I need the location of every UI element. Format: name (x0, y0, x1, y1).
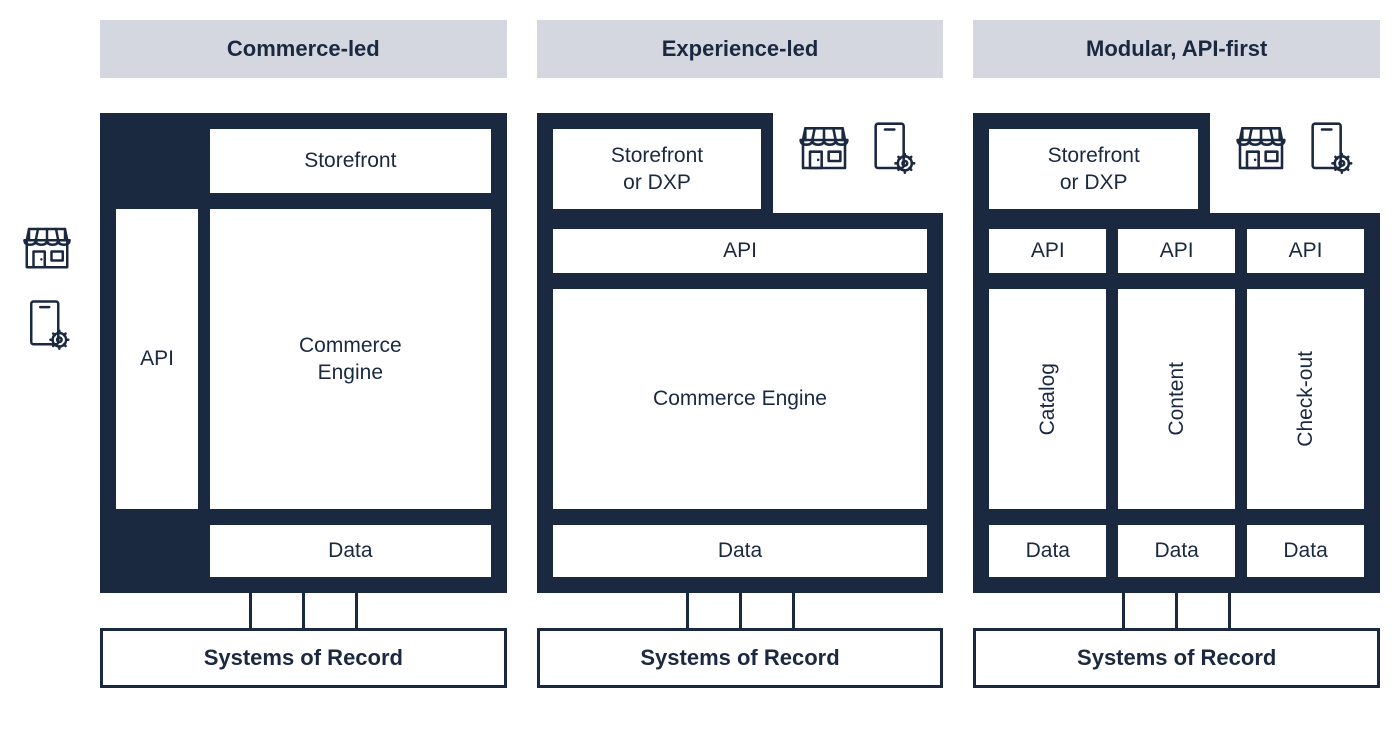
store-icon (20, 220, 80, 279)
column-experience-led: Experience-led Storefront or DXP (537, 20, 944, 688)
external-channels-icons (1210, 113, 1380, 213)
api-module: API (1247, 229, 1364, 273)
data-module: Data (989, 525, 1106, 577)
storefront-layer: Storefront (210, 129, 491, 193)
external-channels-icons (773, 113, 943, 213)
api-module: API (1118, 229, 1235, 273)
column-commerce-led: Commerce-led Storefront API Commerce Eng… (100, 20, 507, 688)
architecture-block: Storefront or DXP (973, 113, 1380, 688)
api-layer: API (553, 229, 928, 273)
left-icon-group (20, 220, 80, 356)
architecture-diagram: Commerce-led Storefront API Commerce Eng… (20, 20, 1380, 688)
column-header: Experience-led (537, 20, 944, 78)
column-header: Commerce-led (100, 20, 507, 78)
architecture-block: Storefront API Commerce Engine Data (100, 113, 507, 688)
systems-of-record: Systems of Record (537, 628, 944, 688)
store-icon (796, 119, 852, 180)
storefront-dxp-layer: Storefront or DXP (553, 129, 762, 209)
store-icon (1233, 119, 1289, 180)
column-header: Modular, API-first (973, 20, 1380, 78)
device-gear-icon (1301, 119, 1357, 180)
device-gear-icon (20, 297, 80, 356)
architecture-block: Storefront or DXP (537, 113, 944, 688)
data-layer: Data (210, 525, 491, 577)
data-module: Data (1118, 525, 1235, 577)
api-layer: API (116, 209, 198, 509)
data-layer: Data (553, 525, 928, 577)
systems-of-record: Systems of Record (100, 628, 507, 688)
data-module: Data (1247, 525, 1364, 577)
storefront-dxp-layer: Storefront or DXP (989, 129, 1198, 209)
connectors (100, 593, 507, 628)
commerce-engine-layer: Commerce Engine (210, 209, 491, 509)
connectors (973, 593, 1380, 628)
content-module: Content (1118, 289, 1235, 509)
systems-of-record: Systems of Record (973, 628, 1380, 688)
commerce-engine-layer: Commerce Engine (553, 289, 928, 509)
connectors (537, 593, 944, 628)
columns-container: Commerce-led Storefront API Commerce Eng… (100, 20, 1380, 688)
checkout-module: Check-out (1247, 289, 1364, 509)
catalog-module: Catalog (989, 289, 1106, 509)
column-modular: Modular, API-first Storefront or DXP (973, 20, 1380, 688)
api-module: API (989, 229, 1106, 273)
device-gear-icon (864, 119, 920, 180)
